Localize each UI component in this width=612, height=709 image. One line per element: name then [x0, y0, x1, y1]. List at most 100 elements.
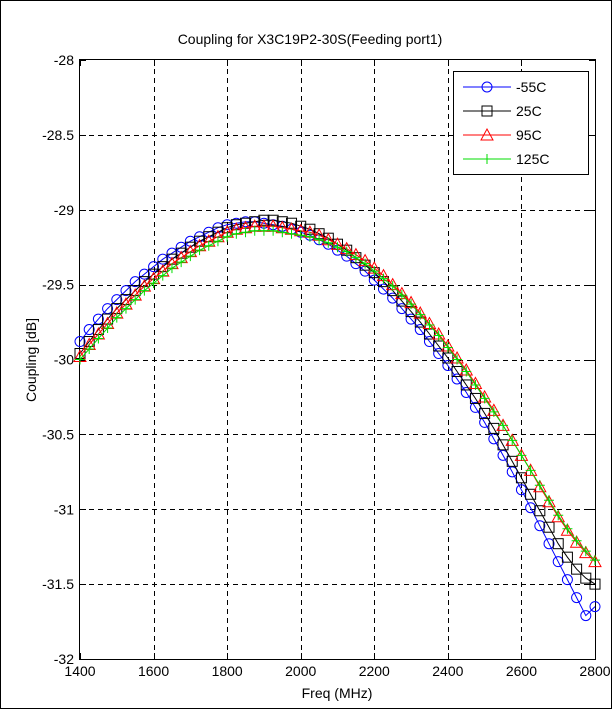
y-tick-label: -29 — [54, 202, 74, 218]
data-point — [314, 234, 325, 245]
data-point — [525, 465, 536, 476]
grid-lines — [80, 60, 595, 659]
data-point — [562, 523, 573, 534]
data-point — [415, 309, 426, 320]
y-axis-label: Coupling [dB] — [23, 318, 39, 402]
data-point — [120, 285, 132, 297]
data-point — [323, 237, 334, 248]
x-tick-label: 2400 — [432, 663, 463, 679]
data-point — [534, 480, 545, 491]
data-point — [378, 273, 389, 284]
legend-label: 25C — [516, 103, 542, 119]
data-point — [139, 285, 150, 296]
data-point — [75, 354, 85, 365]
data-point — [452, 354, 463, 365]
data-point — [525, 502, 537, 514]
y-tick-label: -28 — [54, 52, 74, 68]
data-point — [552, 538, 564, 550]
legend-label: -55C — [516, 79, 546, 95]
data-point — [249, 225, 260, 236]
data-point — [589, 601, 601, 613]
data-point — [423, 336, 435, 348]
data-point — [498, 420, 509, 431]
data-point — [515, 472, 527, 484]
data-point — [571, 563, 583, 575]
data-point — [543, 521, 555, 533]
x-axis-label: Freq (MHz) — [302, 685, 373, 701]
data-point — [580, 572, 592, 584]
data-point — [102, 323, 113, 334]
data-point — [442, 342, 453, 353]
data-point — [424, 320, 435, 331]
data-point — [542, 494, 556, 508]
data-point — [212, 236, 223, 247]
x-tick-label: 2200 — [359, 663, 390, 679]
data-point — [580, 546, 591, 557]
data-point — [277, 227, 288, 238]
data-point — [544, 495, 555, 506]
data-point — [332, 242, 343, 253]
x-axis-ticks: 1400 1600 1800 2000 2200 2400 2600 2800 — [64, 60, 611, 679]
data-point — [286, 228, 297, 239]
x-tick-label: 2600 — [506, 663, 537, 679]
data-point — [525, 488, 537, 500]
data-point — [461, 366, 472, 377]
y-tick-label: -30 — [54, 352, 74, 368]
x-tick-label: 1400 — [64, 663, 95, 679]
data-point — [534, 505, 546, 517]
data-point — [387, 281, 398, 292]
data-point — [130, 294, 141, 305]
data-point — [590, 555, 600, 566]
data-point — [479, 393, 490, 404]
data-point — [553, 510, 564, 521]
data-point — [258, 214, 270, 226]
legend-swatch-marker — [481, 105, 493, 117]
data-point — [442, 352, 454, 364]
data-point — [240, 227, 251, 238]
data-point — [267, 214, 279, 226]
data-point — [341, 246, 352, 257]
data-point — [360, 258, 371, 269]
data-point — [560, 523, 575, 536]
series-4 — [75, 225, 600, 566]
data-point — [470, 379, 481, 390]
data-point — [396, 290, 407, 301]
data-point — [515, 484, 527, 496]
y-tick-label: -29.5 — [42, 277, 74, 293]
legend-swatch-marker — [480, 127, 494, 141]
data-point — [433, 340, 445, 352]
data-point — [377, 283, 389, 295]
data-point — [488, 422, 500, 434]
data-point — [396, 303, 408, 315]
data-point — [543, 538, 555, 550]
data-point — [571, 592, 583, 604]
data-point — [231, 228, 242, 239]
data-point — [569, 535, 584, 548]
data-point — [304, 231, 315, 242]
data-point — [589, 578, 601, 590]
data-point — [268, 225, 279, 236]
data-point — [157, 270, 168, 281]
data-point — [286, 217, 298, 229]
data-point — [551, 509, 566, 523]
y-tick-label: -31 — [54, 501, 74, 517]
data-point — [83, 324, 95, 336]
data-point — [84, 344, 95, 355]
data-point — [185, 251, 196, 262]
series-line — [79, 221, 596, 617]
data-point — [369, 266, 380, 277]
y-tick-label: -30.5 — [42, 426, 74, 442]
x-tick-label: 2000 — [285, 663, 316, 679]
y-axis-ticks: -28 -28.5 -29 -29.5 -30 -30.5 -31 -31.5 -32 — [42, 52, 595, 667]
data-point — [571, 535, 582, 546]
x-tick-label: 2800 — [579, 663, 610, 679]
data-point — [561, 551, 573, 563]
data-point — [534, 520, 546, 532]
data-point — [295, 230, 306, 241]
legend-box — [453, 71, 589, 175]
data-point — [203, 240, 214, 251]
chart-title: Coupling for X3C19P2-30S(Feeding port1) — [178, 31, 443, 47]
data-point — [414, 324, 426, 336]
data-point — [350, 252, 361, 263]
